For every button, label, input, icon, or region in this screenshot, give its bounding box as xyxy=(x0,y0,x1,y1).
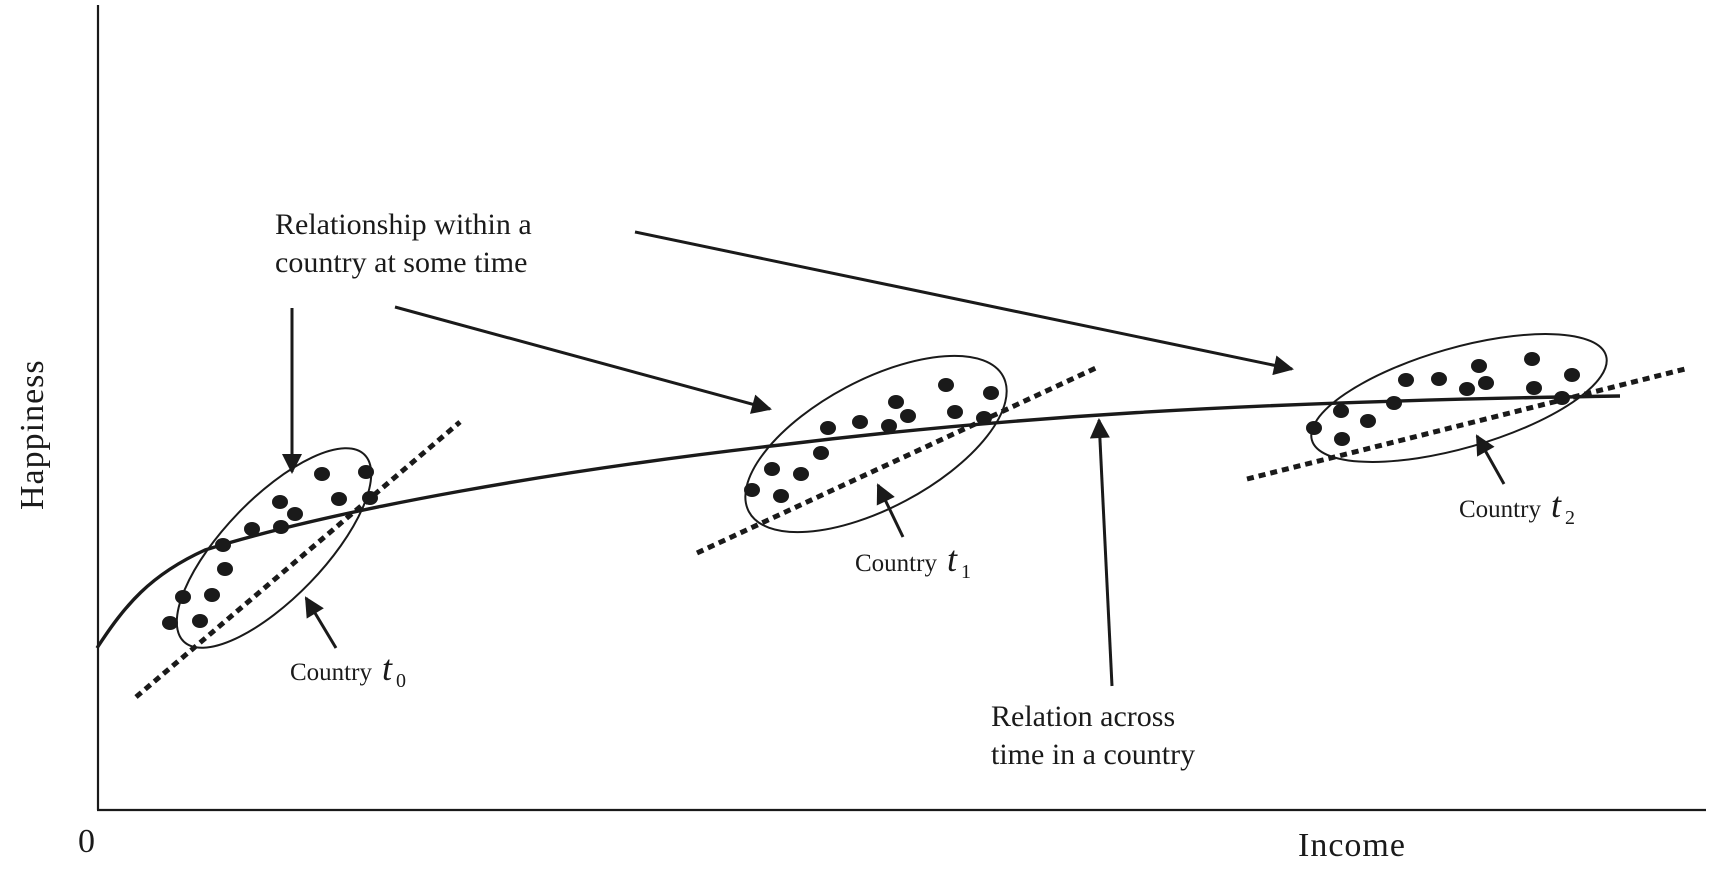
data-point xyxy=(764,462,780,476)
origin-label: 0 xyxy=(78,823,96,860)
cluster-t1-points xyxy=(744,378,999,503)
data-point xyxy=(162,616,178,630)
cluster-t2-label-arrow xyxy=(1475,434,1506,485)
data-point xyxy=(272,495,288,509)
data-point xyxy=(881,419,897,433)
data-point xyxy=(900,409,916,423)
data-point xyxy=(773,489,789,503)
data-point xyxy=(204,588,220,602)
data-point xyxy=(793,467,809,481)
across-time-annotation-line2: time in a country xyxy=(991,738,1195,771)
cluster-t2-time: t xyxy=(1551,485,1562,525)
cluster-t2: Country t 2 xyxy=(1246,333,1686,529)
across-time-annotation-line1: Relation across xyxy=(991,700,1175,733)
data-point xyxy=(287,507,303,521)
cluster-t2-name: Country xyxy=(1459,496,1541,523)
data-point xyxy=(976,411,992,425)
data-point xyxy=(192,614,208,628)
data-point xyxy=(244,522,260,536)
cluster-t1-trend xyxy=(695,364,1100,556)
within-arrow-to-t1 xyxy=(394,305,772,414)
cluster-t0-time: t xyxy=(382,648,393,688)
cluster-t0-ellipse xyxy=(175,447,373,649)
data-point xyxy=(358,465,374,479)
data-point xyxy=(1471,359,1487,373)
within-arrow-to-t2 xyxy=(634,230,1294,376)
cluster-t0-points xyxy=(162,465,378,630)
data-point xyxy=(362,491,378,505)
data-point xyxy=(1554,391,1570,405)
cluster-t0-sub: 0 xyxy=(396,670,406,692)
cluster-t0-trend xyxy=(134,420,462,699)
data-point xyxy=(813,446,829,460)
cluster-t2-points xyxy=(1306,352,1580,446)
data-point xyxy=(1478,376,1494,390)
cluster-t2-ellipse xyxy=(1310,333,1608,463)
data-point xyxy=(947,405,963,419)
cluster-t2-sub: 2 xyxy=(1565,507,1575,529)
data-point xyxy=(1431,372,1447,386)
data-point xyxy=(1306,421,1322,435)
data-point xyxy=(215,538,231,552)
cluster-t2-label: Country t 2 xyxy=(1459,485,1575,529)
data-point xyxy=(175,590,191,604)
cluster-t0: Country t 0 xyxy=(134,420,462,699)
data-point xyxy=(1360,414,1376,428)
cluster-t1-label: Country t 1 xyxy=(855,539,971,583)
cluster-t1: Country t 1 xyxy=(695,354,1100,583)
data-point xyxy=(331,492,347,506)
cluster-t1-ellipse xyxy=(744,354,1008,534)
data-point xyxy=(273,520,289,534)
data-point xyxy=(852,415,868,429)
data-point xyxy=(744,483,760,497)
data-point xyxy=(1524,352,1540,366)
within-country-annotation-line1: Relationship within a xyxy=(275,208,532,241)
across-time-arrow xyxy=(1089,418,1114,687)
x-axis-label: Income xyxy=(1298,827,1406,864)
cluster-t0-name: Country xyxy=(290,659,372,686)
data-point xyxy=(1334,432,1350,446)
data-point xyxy=(888,395,904,409)
cluster-t1-label-arrow xyxy=(876,483,905,538)
data-point xyxy=(1333,404,1349,418)
cluster-t2-trend xyxy=(1246,366,1686,482)
data-point xyxy=(983,386,999,400)
cluster-t0-label-arrow xyxy=(304,596,338,649)
cluster-t0-label: Country t 0 xyxy=(290,648,406,692)
data-point xyxy=(938,378,954,392)
data-point xyxy=(1526,381,1542,395)
y-axis-label: Happiness xyxy=(14,359,51,510)
data-point xyxy=(314,467,330,481)
data-point xyxy=(1564,368,1580,382)
data-point xyxy=(1398,373,1414,387)
cluster-t1-name: Country xyxy=(855,550,937,577)
data-point xyxy=(217,562,233,576)
across-time-curve xyxy=(95,394,1621,649)
within-country-annotation-line2: country at some time xyxy=(275,246,527,279)
data-point xyxy=(1386,396,1402,410)
data-point xyxy=(820,421,836,435)
data-point xyxy=(1459,382,1475,396)
cluster-t1-time: t xyxy=(947,539,958,579)
cluster-t1-sub: 1 xyxy=(961,561,971,583)
